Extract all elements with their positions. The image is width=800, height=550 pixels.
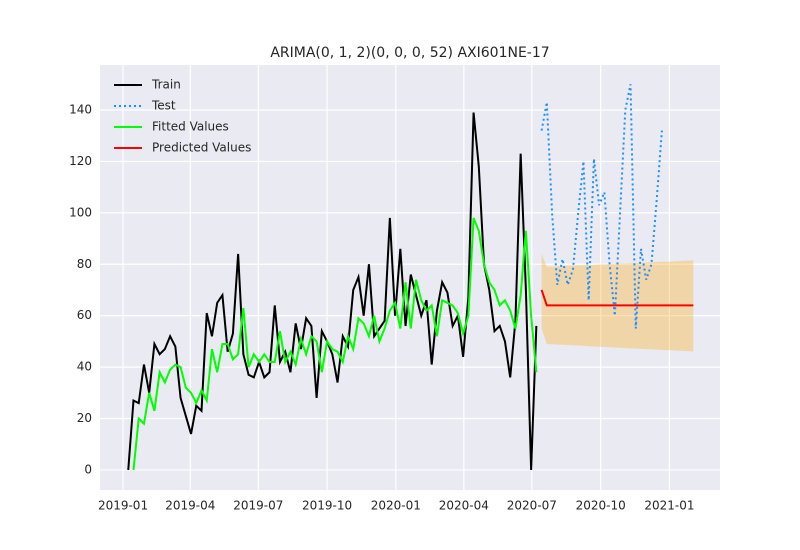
confidence-band xyxy=(541,253,694,352)
legend-label: Test xyxy=(151,99,176,113)
x-tick-label: 2020-07 xyxy=(507,499,557,513)
series-line xyxy=(540,289,694,307)
x-tick-label: 2019-07 xyxy=(233,499,283,513)
legend-label: Predicted Values xyxy=(152,141,251,155)
x-tick-label: 2020-04 xyxy=(439,499,489,513)
series-line xyxy=(540,84,663,329)
x-tick-label: 2019-01 xyxy=(98,499,148,513)
y-tick-label: 140 xyxy=(69,102,92,116)
series-line xyxy=(132,217,538,471)
x-tick-label: 2020-01 xyxy=(371,499,421,513)
x-tick-label: 2021-01 xyxy=(644,499,694,513)
y-tick-label: 40 xyxy=(77,360,92,374)
y-tick-label: 0 xyxy=(84,462,92,476)
y-tick-label: 60 xyxy=(77,308,92,322)
y-tick-label: 120 xyxy=(69,154,92,168)
legend-label: Fitted Values xyxy=(152,120,229,134)
legend-label: Train xyxy=(151,78,181,92)
x-tick-label: 2019-10 xyxy=(302,499,352,513)
x-tick-label: 2020-10 xyxy=(576,499,626,513)
x-tick-label: 2019-04 xyxy=(165,499,215,513)
y-tick-label: 20 xyxy=(77,411,92,425)
y-tick-label: 80 xyxy=(77,257,92,271)
y-tick-label: 100 xyxy=(69,205,92,219)
chart-title: ARIMA(0, 1, 2)(0, 0, 0, 52) AXI601NE-17 xyxy=(270,45,549,61)
